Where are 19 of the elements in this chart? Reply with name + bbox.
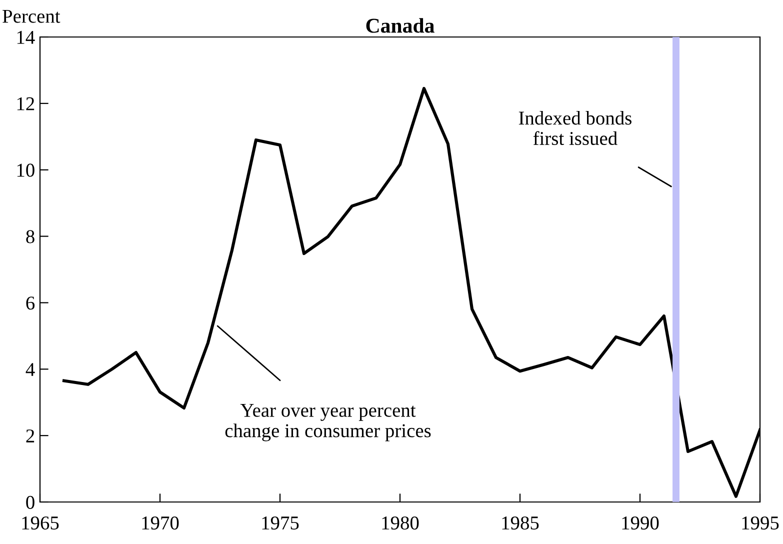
y-tick-label: 12	[17, 97, 34, 110]
x-tick-label: 1990	[622, 516, 659, 530]
y-tick-label: 6	[26, 296, 35, 310]
annotation: Indexed bonds first issued	[518, 111, 632, 146]
chart-title: Canada	[366, 18, 434, 33]
y-tick-label: 0	[26, 496, 34, 509]
annotation: Year over year percent change in consumer prices	[225, 404, 431, 442]
x-tick-label: 1965	[22, 516, 59, 530]
x-tick-label: 1970	[142, 516, 179, 530]
x-tick-label: 1985	[502, 516, 539, 530]
y-tick-label: 8	[26, 230, 34, 244]
x-tick-label: 1975	[262, 516, 299, 530]
x-tick-label: 1995	[742, 516, 779, 530]
y-tick-label: 10	[17, 164, 34, 177]
y-tick-label: 2	[26, 429, 34, 442]
y-axis-title: Percent	[2, 10, 60, 23]
y-tick-label: 4	[26, 363, 35, 376]
x-tick-label: 1980	[382, 516, 419, 530]
y-tick-label: 14	[17, 30, 35, 44]
